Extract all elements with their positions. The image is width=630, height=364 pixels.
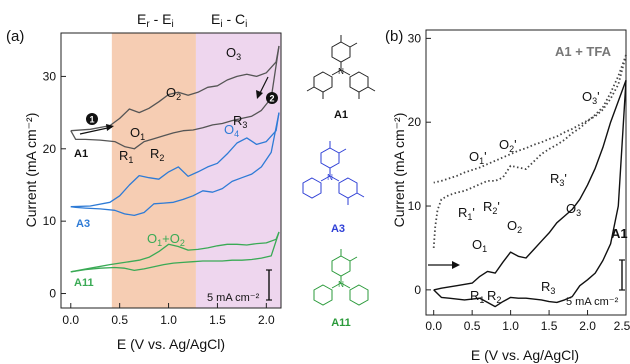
peak-o3p: O3' <box>582 89 600 106</box>
peak-r2p: R2' <box>483 199 500 216</box>
panel-b-label: (b) <box>385 28 403 45</box>
x-tick-label-a: 1.5 <box>209 313 226 327</box>
arrowhead-reverse <box>256 90 263 99</box>
y-tick-label-a: 10 <box>43 214 57 228</box>
series-line-a1-reverse <box>70 45 280 150</box>
peak-r3-a1: R3 <box>233 113 247 130</box>
x-tick-label-b: 1.5 <box>541 319 558 333</box>
series-line-a1-reverse <box>433 80 627 308</box>
structure-a11-label: A11 <box>331 317 351 329</box>
x-axis-label-b: E (V vs. Ag/AgCl) <box>471 347 579 363</box>
x-axis-label-a: E (V vs. Ag/AgCl) <box>117 336 225 352</box>
x-tick-label-a: 0.5 <box>111 313 128 327</box>
tick-marks-b <box>426 37 627 315</box>
marker-2-circle <box>266 92 278 104</box>
structure-a3-label: A3 <box>331 223 345 235</box>
peak-r2-a1: R2 <box>150 146 164 163</box>
x-tick-label-b: 0.0 <box>425 319 442 333</box>
series-line-a11-reverse <box>70 231 280 273</box>
structure-a1-label: A1 <box>334 109 348 121</box>
region-ei-ci <box>195 33 281 308</box>
y-tick-label-a: 0 <box>49 287 56 301</box>
structure-a1 <box>306 35 376 99</box>
peak-r1p: R1' <box>458 205 475 222</box>
peak-r1-b: R1 <box>470 288 484 305</box>
peak-o2-b: O2 <box>507 218 522 235</box>
peak-o2-a1: O2 <box>166 85 181 102</box>
x-tick-label-b: 2.5 <box>614 319 630 333</box>
marker-1-circle <box>86 113 98 125</box>
series-line-a1-forward <box>70 45 280 132</box>
region-ei-ci-label: Ei - Ci <box>211 11 247 30</box>
x-tick-label-b: 2.0 <box>579 319 596 333</box>
curve-label-a3: A3 <box>76 218 90 230</box>
arrowhead-b <box>452 261 460 269</box>
y-tick-label-b: 30 <box>408 31 422 45</box>
x-tick-label-b: 1.0 <box>502 319 519 333</box>
peak-r3-b: R3 <box>541 279 555 296</box>
peak-r1-a1: R1 <box>119 148 133 165</box>
y-tick-label-b: 20 <box>408 115 422 129</box>
curves-a <box>70 45 280 273</box>
series-line-a11-forward <box>70 231 280 273</box>
structure-a1-n: N <box>338 67 344 76</box>
marker-2-label: 2 <box>269 94 274 104</box>
arrowhead-forward <box>106 124 114 131</box>
panel-a-label: (a) <box>6 28 24 45</box>
peak-o1o2-a11: O1+O2 <box>147 231 185 248</box>
peak-o2p: O2' <box>499 137 517 154</box>
panel-a: (a) Er - Ei Ei - Ci 0 10 20 30 0.0 0.5 1.0 1.5… <box>6 11 282 352</box>
plot-frame-a <box>60 32 282 309</box>
y-axis-label-a: Current (mA cm⁻²) <box>23 113 39 228</box>
curve-label-a11: A11 <box>74 277 94 289</box>
plot-frame-b <box>425 29 627 316</box>
x-tick-label-a: 1.0 <box>160 313 177 327</box>
peak-r3p: R3' <box>550 171 567 188</box>
tfa-legend-label: A1 + TFA <box>555 44 612 59</box>
peak-o1p: O1' <box>469 149 487 166</box>
structure-a3 <box>302 141 365 205</box>
y-axis-label-b: Current (mA cm⁻²) <box>391 113 407 228</box>
x-tick-label-a: 2.0 <box>258 313 275 327</box>
y-tick-label-a: 30 <box>43 69 57 83</box>
structure-a11 <box>313 249 369 306</box>
curves-b <box>432 54 627 308</box>
series-line-a1-forward <box>433 80 627 291</box>
peak-r2-b: R2 <box>487 288 501 305</box>
series-line-a3-reverse <box>70 112 280 217</box>
marker-1-label: 1 <box>89 115 94 125</box>
y-tick-label-a: 20 <box>43 142 57 156</box>
structure-a11-n: N <box>338 280 344 289</box>
panel-b: (b) 0 10 20 30 0.0 0.5 1.0 1.5 2.0 2.5 E (V vs. … <box>385 28 630 363</box>
y-tick-labels-b: 0 10 20 30 <box>408 31 422 296</box>
tick-marks-a <box>61 75 267 308</box>
peak-o1-a1: O1 <box>130 125 145 142</box>
peak-o3-a1: O3 <box>226 45 241 62</box>
scalebar-b-label: 5 mA cm⁻² <box>566 296 619 308</box>
y-tick-label-b: 10 <box>408 199 422 213</box>
x-tick-label-b: 0.5 <box>464 319 481 333</box>
peak-o1-b: O1 <box>472 237 487 254</box>
peak-o4-a3: O4 <box>224 122 239 139</box>
series-line-a1-tfa-forward <box>432 54 627 248</box>
x-tick-labels-a: 0.0 0.5 1.0 1.5 2.0 <box>62 313 275 327</box>
x-tick-labels-b: 0.0 0.5 1.0 1.5 2.0 2.5 <box>425 319 630 333</box>
peak-o3-b: O3 <box>566 201 581 218</box>
a1-curve-label-b: A1 <box>611 226 628 241</box>
y-tick-labels-a: 0 10 20 30 <box>43 69 57 300</box>
region-er-ei-label: Er - Ei <box>137 11 174 30</box>
curve-label-a1: A1 <box>74 148 88 160</box>
scalebar-a-label: 5 mA cm⁻² <box>207 292 260 304</box>
structure-a3-n: N <box>327 173 333 182</box>
x-tick-label-a: 0.0 <box>62 313 79 327</box>
series-line-a3-forward <box>70 112 280 208</box>
y-tick-label-b: 0 <box>414 283 421 297</box>
